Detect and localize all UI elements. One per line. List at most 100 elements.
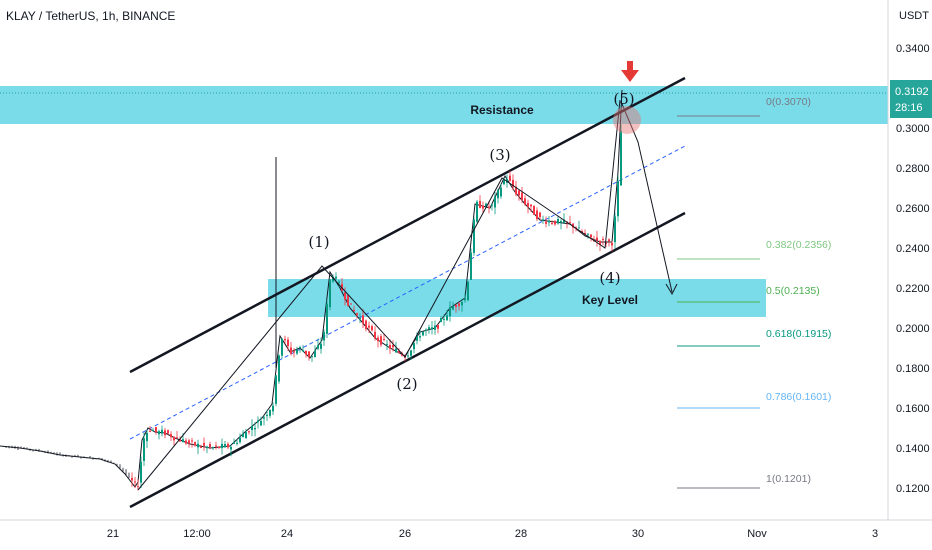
candle-body: [137, 486, 139, 488]
candle-body: [296, 349, 298, 354]
candle-body: [386, 343, 388, 345]
candle-body: [272, 405, 274, 412]
candle-body: [221, 443, 223, 449]
candle-body: [473, 219, 475, 253]
y-tick-label: 0.2000: [896, 323, 930, 335]
y-tick-label: 0.2200: [896, 283, 930, 295]
fib-level-label: 0(0.3070): [766, 96, 811, 108]
candle-body: [584, 232, 586, 235]
candle-body: [485, 203, 487, 207]
candle-body: [302, 350, 304, 352]
candle-body: [554, 220, 556, 225]
candle-body: [512, 179, 514, 188]
candle-body: [134, 481, 136, 483]
price-axis[interactable]: USDT 0.34000.32000.30000.28000.26000.240…: [887, 0, 932, 520]
candle-body: [587, 233, 589, 235]
candle-body: [470, 252, 472, 280]
candle-body: [416, 335, 418, 341]
candle-body: [200, 446, 202, 448]
candle-body: [461, 301, 463, 306]
candle-body: [458, 303, 460, 307]
candle-body: [317, 345, 319, 349]
candle-body: [242, 433, 244, 437]
candle-body: [326, 303, 328, 334]
candle-body: [269, 409, 271, 416]
candle-body: [248, 431, 250, 433]
candle-body: [581, 230, 583, 233]
candle-body: [206, 446, 208, 449]
x-tick-label: 3: [872, 528, 878, 540]
candle-body: [353, 309, 355, 312]
wave-2-label: (2): [396, 375, 417, 393]
price-series: [0, 89, 623, 488]
candle-body: [284, 338, 286, 341]
candle-body: [167, 430, 169, 434]
candle-body: [224, 444, 226, 448]
candle-body: [323, 332, 325, 341]
candle-body: [452, 306, 454, 310]
candle-body: [347, 294, 349, 306]
candle-body: [230, 447, 232, 450]
wave-3-label: (3): [489, 146, 510, 164]
fib-level-label: 0.382(0.2356): [766, 239, 831, 251]
candle-body: [539, 212, 541, 218]
candle-body: [422, 331, 424, 336]
candle-body: [320, 343, 322, 349]
channel-layer: [129, 76, 686, 509]
candle-body: [149, 430, 151, 432]
time-axis[interactable]: 21 12:00 24 26 28 30 Nov 3: [0, 519, 932, 540]
candle-body: [197, 443, 199, 448]
candle-body: [551, 222, 553, 224]
candle-body: [257, 420, 259, 423]
candle-body: [407, 355, 409, 357]
candle-body: [488, 206, 490, 209]
y-tick-label: 0.2800: [896, 163, 930, 175]
projection-arrow[interactable]: [621, 103, 673, 293]
candle-body: [260, 420, 262, 426]
candle-body: [299, 347, 301, 349]
price-line[interactable]: [0, 89, 623, 488]
candle-body: [419, 336, 421, 338]
candle-body: [308, 351, 310, 358]
wave-lines: [137, 99, 678, 491]
candle-body: [377, 337, 379, 342]
candle-body: [278, 355, 280, 382]
resistance-label: Resistance: [470, 103, 534, 117]
candle-body: [437, 324, 439, 329]
y-tick-label: 0.1200: [896, 483, 930, 495]
candle-body: [287, 339, 289, 346]
candle-body: [329, 279, 331, 308]
countdown-label: 28:16: [895, 102, 923, 114]
candle-body: [500, 187, 502, 197]
candle-body: [530, 204, 532, 207]
candle-body: [527, 202, 529, 207]
candle-body: [365, 320, 367, 330]
y-tick-label: 0.3400: [896, 43, 930, 55]
channel-lower-line[interactable]: [129, 211, 686, 509]
candle-body: [233, 442, 235, 444]
top-highlight-circle: [613, 106, 641, 134]
candle-body: [494, 196, 496, 208]
candle-body: [449, 306, 451, 316]
x-tick-label: Nov: [747, 528, 767, 540]
candle-body: [374, 331, 376, 339]
candle-body: [209, 443, 211, 448]
fib-level-label: 0.618(0.1915): [766, 328, 831, 340]
elliott-wave-path[interactable]: [137, 99, 621, 491]
candle-body: [146, 432, 148, 442]
channel-upper-line[interactable]: [129, 76, 686, 374]
candle-body: [338, 281, 340, 283]
fib-level-label: 0.786(0.1601): [766, 391, 831, 403]
wave-5-label: (5): [613, 90, 634, 108]
candle-body: [428, 327, 430, 330]
candle-body: [158, 431, 160, 435]
candle-body: [350, 303, 352, 305]
candle-body: [371, 326, 373, 331]
candle-body: [572, 223, 574, 228]
x-tick-label: 26: [399, 528, 411, 540]
candle-body: [314, 350, 316, 357]
y-tick-label: 0.1400: [896, 443, 930, 455]
candle-body: [599, 240, 601, 245]
fib-level-label: 0.5(0.2135): [766, 285, 820, 297]
